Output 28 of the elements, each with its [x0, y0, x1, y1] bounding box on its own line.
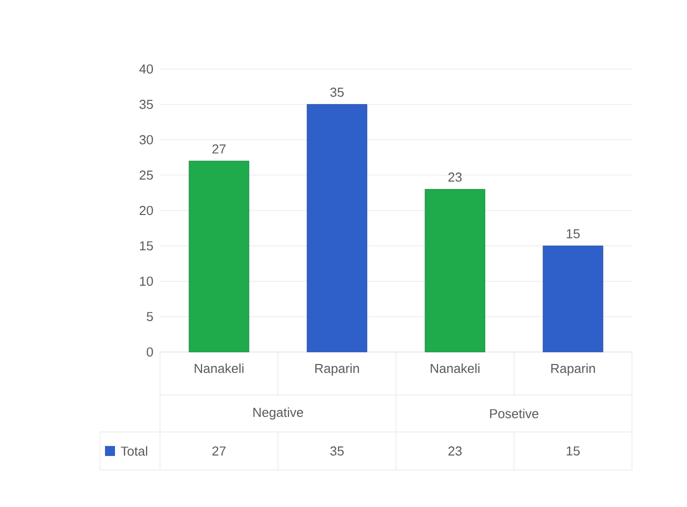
data-label: 27: [212, 446, 226, 456]
y-tick-label: 35: [140, 100, 153, 109]
data-label: 15: [566, 446, 580, 456]
text: 15: [566, 229, 580, 238]
text: 23: [448, 172, 462, 182]
x-tick-label: Nanakeli: [194, 364, 244, 374]
x-tick-label: Raparin: [315, 364, 359, 376]
y-tick-label: 15: [140, 241, 153, 250]
text: 27: [212, 144, 226, 154]
bar: [542, 246, 604, 352]
text: Posetive: [490, 408, 538, 418]
y-tick-label: 5: [146, 312, 153, 322]
x-tick-label: Raparin: [551, 364, 595, 376]
data-label: 23: [448, 446, 462, 456]
x-tick-label: Nanakeli: [430, 364, 480, 374]
y-tick-label: 25: [140, 170, 153, 180]
bar: [306, 104, 368, 352]
y-tick-label: 30: [140, 135, 153, 144]
legend-label: Total: [120, 446, 148, 456]
text: 35: [330, 88, 344, 97]
y-tick-label: 10: [140, 276, 153, 286]
data-label: 35: [330, 446, 344, 456]
y-tick-label: 0: [146, 347, 153, 357]
bar: [188, 160, 250, 352]
y-tick-label: 20: [140, 206, 153, 216]
bar: [424, 189, 486, 352]
y-tick-label: 40: [139, 64, 153, 74]
text: Negative: [253, 407, 304, 420]
